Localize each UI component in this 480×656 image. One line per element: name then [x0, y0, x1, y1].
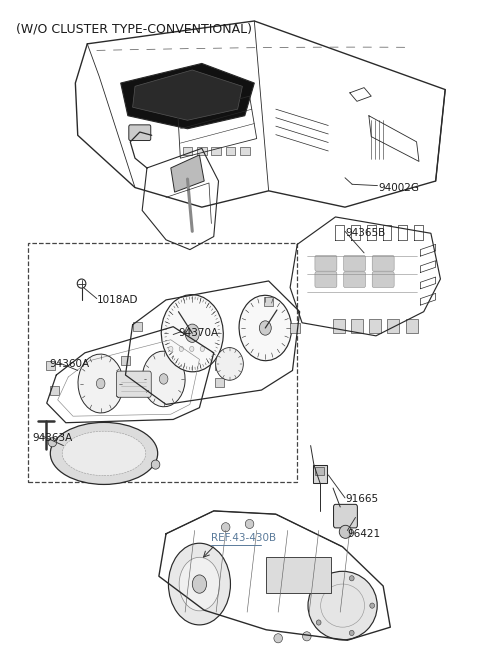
FancyBboxPatch shape [372, 272, 394, 287]
FancyBboxPatch shape [197, 147, 206, 155]
Ellipse shape [77, 279, 86, 288]
Polygon shape [132, 70, 242, 120]
FancyBboxPatch shape [116, 371, 151, 398]
Ellipse shape [78, 354, 123, 413]
Ellipse shape [349, 576, 354, 581]
FancyBboxPatch shape [406, 319, 418, 333]
Ellipse shape [192, 575, 206, 593]
FancyBboxPatch shape [211, 147, 221, 155]
FancyBboxPatch shape [215, 378, 224, 387]
FancyBboxPatch shape [266, 557, 331, 592]
Ellipse shape [245, 520, 254, 529]
FancyBboxPatch shape [183, 147, 192, 155]
Polygon shape [171, 155, 204, 192]
FancyBboxPatch shape [369, 319, 381, 333]
Ellipse shape [62, 431, 146, 476]
Ellipse shape [48, 438, 57, 447]
FancyBboxPatch shape [215, 361, 224, 370]
FancyBboxPatch shape [132, 322, 142, 331]
FancyBboxPatch shape [351, 319, 363, 333]
Text: (W/O CLUSTER TYPE-CONVENTIONAL): (W/O CLUSTER TYPE-CONVENTIONAL) [16, 22, 252, 35]
Ellipse shape [168, 346, 173, 352]
FancyBboxPatch shape [46, 361, 55, 370]
Text: 96421: 96421 [348, 529, 381, 539]
FancyBboxPatch shape [290, 323, 300, 333]
Text: 94363A: 94363A [33, 433, 72, 443]
Ellipse shape [142, 351, 185, 407]
Ellipse shape [190, 346, 194, 352]
FancyBboxPatch shape [315, 272, 337, 287]
FancyBboxPatch shape [333, 319, 345, 333]
Ellipse shape [151, 460, 160, 469]
FancyBboxPatch shape [334, 504, 358, 528]
FancyBboxPatch shape [120, 356, 130, 365]
Ellipse shape [302, 632, 311, 641]
Ellipse shape [339, 525, 352, 539]
Ellipse shape [239, 295, 291, 361]
Text: 94370A: 94370A [178, 328, 218, 338]
Ellipse shape [349, 630, 354, 636]
Ellipse shape [50, 422, 157, 484]
Ellipse shape [185, 324, 199, 342]
FancyBboxPatch shape [315, 467, 324, 475]
FancyBboxPatch shape [344, 255, 365, 271]
FancyBboxPatch shape [344, 272, 365, 287]
FancyBboxPatch shape [129, 125, 151, 140]
Ellipse shape [316, 586, 321, 591]
FancyBboxPatch shape [312, 465, 327, 483]
Ellipse shape [200, 346, 204, 352]
Ellipse shape [216, 348, 243, 380]
FancyBboxPatch shape [387, 319, 399, 333]
FancyBboxPatch shape [240, 147, 250, 155]
Ellipse shape [274, 634, 282, 643]
Text: 94365B: 94365B [345, 228, 385, 238]
Ellipse shape [370, 603, 374, 608]
Ellipse shape [308, 571, 377, 640]
FancyBboxPatch shape [226, 147, 235, 155]
Text: REF.43-430B: REF.43-430B [211, 533, 276, 543]
FancyBboxPatch shape [315, 255, 337, 271]
FancyBboxPatch shape [264, 297, 274, 306]
Text: 94002G: 94002G [378, 182, 420, 193]
Ellipse shape [159, 374, 168, 384]
Text: 94360A: 94360A [49, 359, 89, 369]
Ellipse shape [316, 620, 321, 625]
Ellipse shape [221, 523, 230, 532]
FancyBboxPatch shape [372, 255, 394, 271]
Ellipse shape [168, 543, 230, 625]
Text: 91665: 91665 [345, 494, 378, 504]
Polygon shape [120, 64, 254, 129]
Ellipse shape [161, 295, 223, 372]
Ellipse shape [179, 346, 183, 352]
Ellipse shape [96, 379, 105, 389]
Text: 1018AD: 1018AD [97, 295, 138, 305]
Ellipse shape [179, 558, 220, 611]
FancyBboxPatch shape [49, 386, 59, 395]
Ellipse shape [259, 321, 271, 335]
